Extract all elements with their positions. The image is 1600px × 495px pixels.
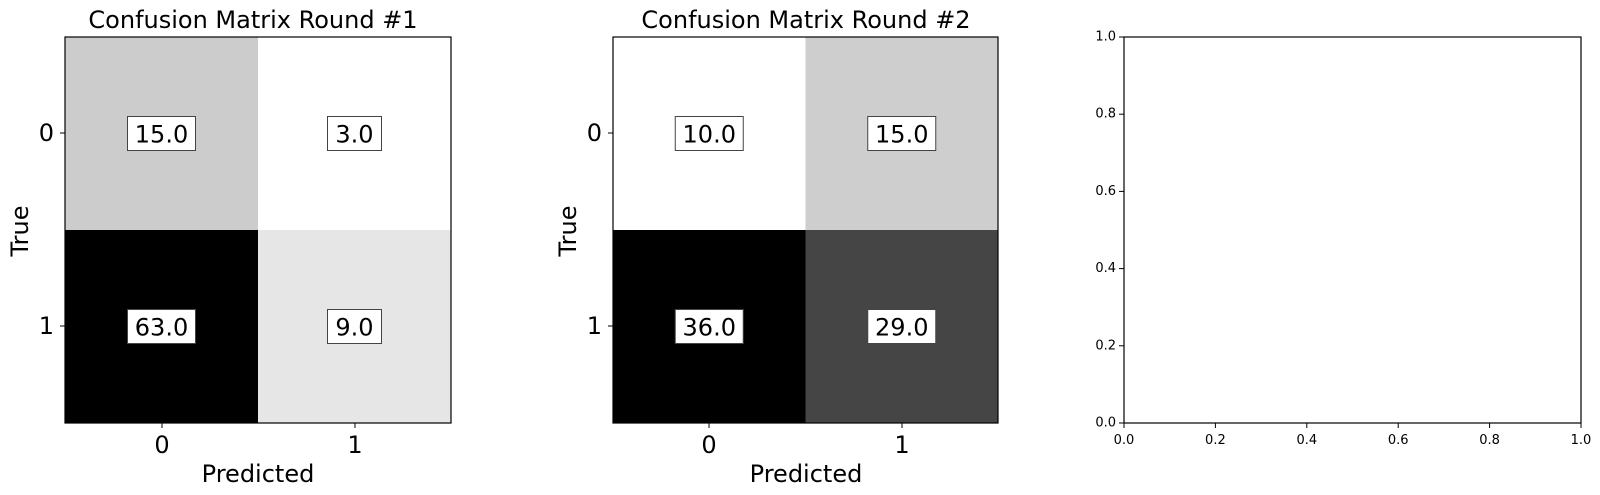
y-tick-label-2-1: 1 <box>587 312 602 340</box>
axes-frame-2 <box>612 36 999 424</box>
y-tick-label-3-0: 0.0 <box>1095 416 1116 431</box>
cell-value-1-1-0: 63.0 <box>135 314 188 342</box>
cell-label-box-2-0-1 <box>867 116 937 151</box>
cell-label-box-2-1-0 <box>674 309 744 344</box>
y-tick-label-1-1: 1 <box>39 312 54 340</box>
x-tick-label-3-2: 0.4 <box>1296 433 1317 448</box>
x-tick-label-1-0: 0 <box>154 431 169 459</box>
chart-title-1: Confusion Matrix Round #1 <box>88 6 417 34</box>
y-tick-label-3-5: 1.0 <box>1095 30 1116 45</box>
cell-labels-1: 15.0 3.0 63.0 9.0 <box>127 116 382 344</box>
confusion-matrix-1: Confusion Matrix Round #1 15.0 3.0 63.0 9.0… <box>6 6 452 488</box>
y-tick-label-3-1: 0.2 <box>1095 338 1116 353</box>
y-axis-label-1: True <box>6 206 34 258</box>
cell-label-box-2-0-0 <box>674 116 744 151</box>
heatmap-cells-1 <box>65 37 452 424</box>
y-axis-label-2: True <box>554 206 582 258</box>
heatmap-cells-2 <box>613 37 999 424</box>
cell-labels-2: 10.0 15.0 36.0 29.0 <box>674 116 937 344</box>
cell-label-box-1-1-0 <box>127 309 196 344</box>
cell-value-2-1-1: 29.0 <box>875 314 928 342</box>
cell-value-2-0-1: 15.0 <box>875 121 928 149</box>
y-tick-label-3-3: 0.6 <box>1095 184 1116 199</box>
y-tick-label-3-2: 0.4 <box>1095 261 1116 276</box>
x-tick-label-2-0: 0 <box>701 431 716 459</box>
empty-axes-ticks: 0.0 0.2 0.4 0.6 0.8 1.0 0.0 0.2 0.4 0.6 0.8 1.0 <box>1095 30 1591 449</box>
x-tick-label-3-0: 0.0 <box>1114 433 1135 448</box>
x-axis-label-1: Predicted <box>202 460 315 488</box>
chart-title-2: Confusion Matrix Round #2 <box>641 6 970 34</box>
x-tick-label-3-5: 1.0 <box>1571 433 1592 448</box>
y-tick-label-3-4: 0.8 <box>1095 107 1116 122</box>
empty-axes: 0.0 0.2 0.4 0.6 0.8 1.0 0.0 0.2 0.4 0.6 0.8 1.0 <box>1095 30 1591 449</box>
x-axis-label-2: Predicted <box>750 460 863 488</box>
cell-label-box-1-1-1 <box>327 309 382 344</box>
x-tick-label-3-3: 0.6 <box>1388 433 1409 448</box>
x-tick-label-3-1: 0.2 <box>1205 433 1226 448</box>
cell-value-2-1-0: 36.0 <box>683 314 736 342</box>
x-tick-label-2-1: 1 <box>894 431 909 459</box>
cell-label-box-1-0-1 <box>327 116 382 151</box>
cell-value-1-0-1: 3.0 <box>335 121 373 149</box>
confusion-matrix-2: Confusion Matrix Round #2 10.0 15.0 36.0 29… <box>554 6 999 488</box>
cell-label-box-2-1-1 <box>867 309 937 344</box>
cell-value-1-1-1: 9.0 <box>335 314 373 342</box>
axes-frame-1 <box>64 36 452 424</box>
y-tick-label-1-0: 0 <box>39 119 54 147</box>
cell-value-1-0-0: 15.0 <box>135 121 188 149</box>
x-tick-label-1-1: 1 <box>347 431 362 459</box>
axes-frame-3 <box>1123 36 1582 424</box>
y-tick-label-2-0: 0 <box>587 119 602 147</box>
x-tick-label-3-4: 0.8 <box>1479 433 1500 448</box>
cell-label-box-1-0-0 <box>127 116 196 151</box>
cell-value-2-0-0: 10.0 <box>683 121 736 149</box>
